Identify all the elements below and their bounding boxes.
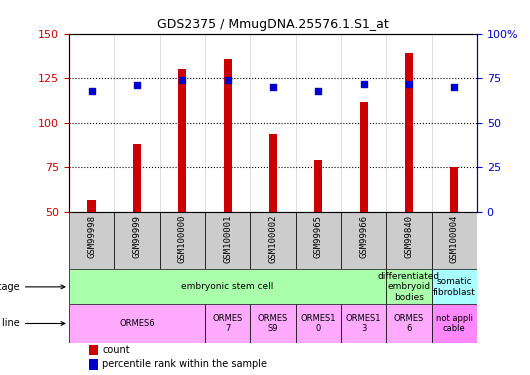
Text: GSM100004: GSM100004 (450, 215, 459, 263)
Text: GSM100001: GSM100001 (223, 215, 232, 263)
Bar (386, 269, 431, 304)
Point (132, 82, 141, 88)
Bar (89, 345, 98, 355)
Bar (160, 212, 205, 269)
Bar (386, 304, 431, 343)
Text: GSM99965: GSM99965 (314, 215, 323, 258)
Title: GDS2375 / MmugDNA.25576.1.S1_at: GDS2375 / MmugDNA.25576.1.S1_at (157, 18, 389, 31)
Text: count: count (102, 345, 130, 355)
Text: development stage: development stage (0, 282, 65, 292)
Bar (224, 59, 232, 212)
Bar (296, 212, 341, 269)
Text: ORMES
S9: ORMES S9 (258, 314, 288, 333)
Bar (69, 212, 114, 269)
Bar (205, 304, 250, 343)
Bar (89, 359, 98, 370)
Text: ORMES1
0: ORMES1 0 (301, 314, 336, 333)
Bar (431, 304, 477, 343)
Bar (431, 212, 477, 269)
Text: GSM100000: GSM100000 (178, 215, 187, 263)
Bar (133, 144, 141, 212)
Bar (250, 304, 296, 343)
Point (314, 88, 323, 94)
Text: not appli
cable: not appli cable (436, 314, 473, 333)
Bar (296, 304, 341, 343)
Text: percentile rank within the sample: percentile rank within the sample (102, 359, 267, 369)
Text: ORMES1
3: ORMES1 3 (346, 314, 382, 333)
Text: GSM100002: GSM100002 (269, 215, 277, 263)
Point (359, 81, 368, 87)
Point (223, 77, 232, 83)
Bar (69, 269, 386, 304)
Text: somatic
fibroblast: somatic fibroblast (433, 277, 476, 297)
Bar (450, 168, 458, 212)
Point (450, 84, 458, 90)
Bar (269, 134, 277, 212)
Point (269, 84, 277, 90)
Bar (250, 212, 296, 269)
Text: GSM99840: GSM99840 (404, 215, 413, 258)
Bar (69, 304, 205, 343)
Text: cell line: cell line (0, 318, 65, 328)
Point (405, 81, 413, 87)
Text: embryonic stem cell: embryonic stem cell (181, 282, 274, 291)
Bar (431, 269, 477, 304)
Text: GSM99999: GSM99999 (132, 215, 142, 258)
Text: differentiated
embryoid
bodies: differentiated embryoid bodies (378, 272, 440, 302)
Text: ORMES6: ORMES6 (119, 319, 155, 328)
Bar (205, 212, 250, 269)
Bar (341, 212, 386, 269)
Text: ORMES
6: ORMES 6 (394, 314, 424, 333)
Text: ORMES
7: ORMES 7 (213, 314, 243, 333)
Bar (178, 69, 187, 212)
Bar (114, 212, 160, 269)
Bar (87, 200, 95, 212)
Bar (341, 304, 386, 343)
Bar (359, 102, 368, 212)
Bar (405, 53, 413, 212)
Text: GSM99998: GSM99998 (87, 215, 96, 258)
Text: GSM99966: GSM99966 (359, 215, 368, 258)
Point (178, 77, 187, 83)
Point (87, 88, 96, 94)
Bar (314, 160, 322, 212)
Bar (386, 212, 431, 269)
